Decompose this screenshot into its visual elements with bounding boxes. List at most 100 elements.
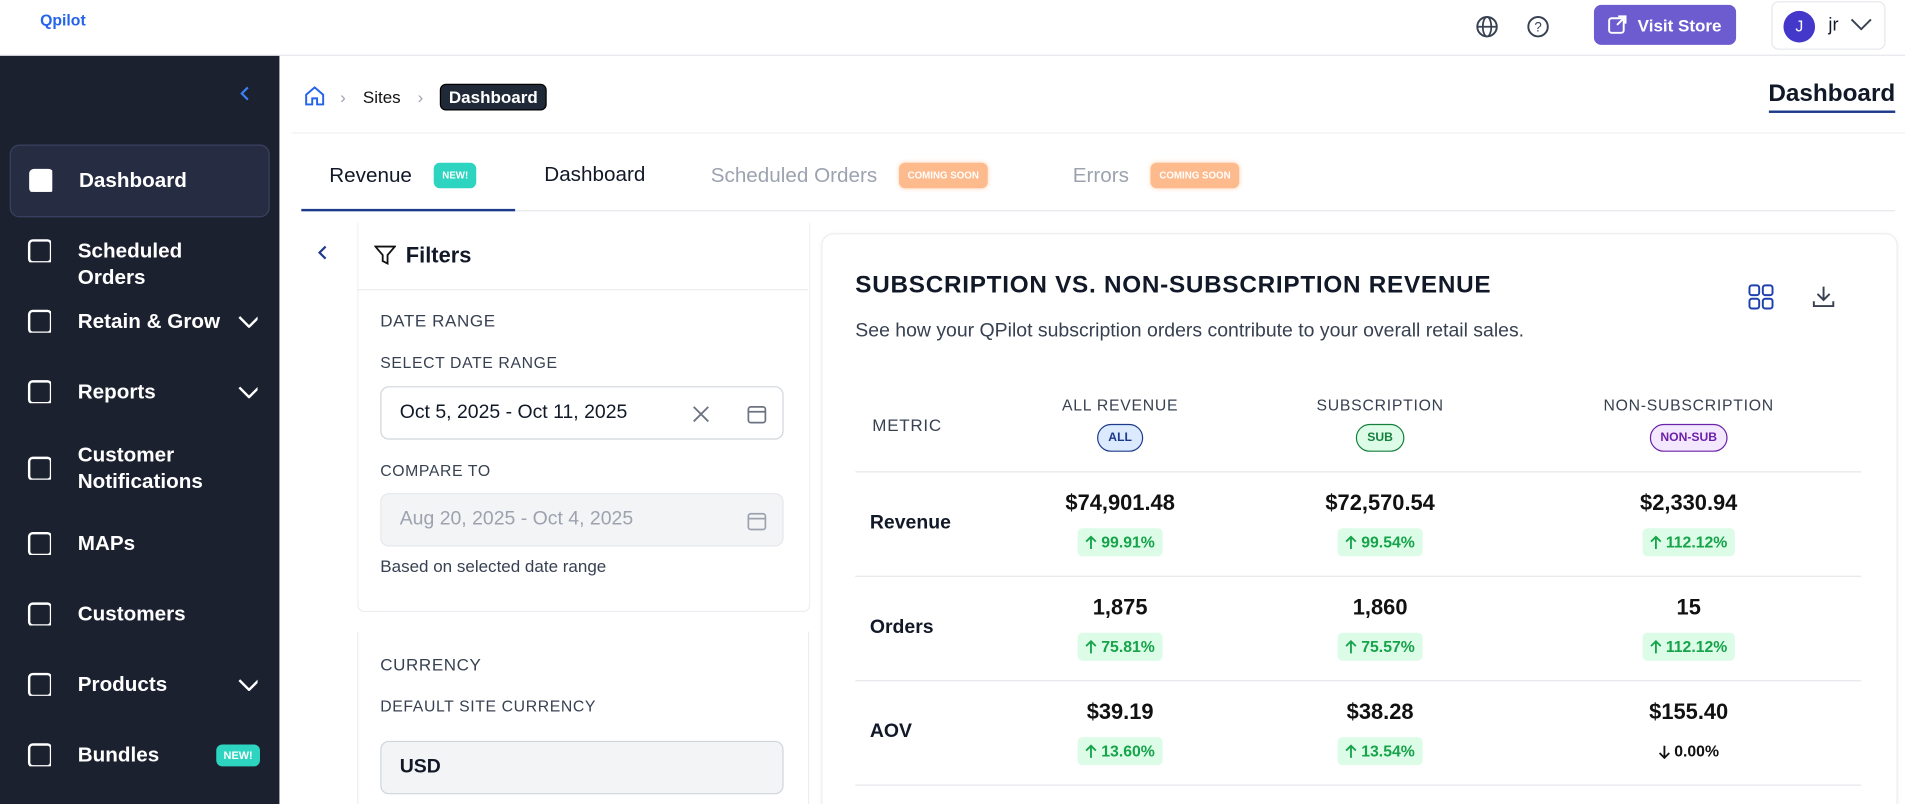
logo[interactable]: Qpilot	[40, 10, 86, 30]
arrow-shape	[1086, 639, 1098, 653]
date-range-input[interactable]: Oct 5, 2025 - Oct 11, 2025	[380, 386, 784, 440]
arrow-shape	[1650, 639, 1662, 653]
collapse-icon[interactable]	[239, 85, 251, 102]
tab[interactable]: Dashboard	[544, 163, 645, 187]
filter-icon	[374, 245, 397, 266]
crumb: Dashboard	[440, 83, 547, 111]
crumb-sep: ›	[417, 87, 424, 107]
table-cell: 1,875 75.81%	[999, 595, 1242, 661]
arrow-shape	[1346, 639, 1358, 653]
currency-heading: CURRENCY	[380, 654, 482, 675]
tab-label: Dashboard	[544, 162, 646, 186]
nav-item[interactable]: MAPs	[10, 517, 268, 570]
table-cell: $72,570.54 99.54%	[1259, 491, 1502, 557]
nav-item[interactable]: Dashboard	[9, 144, 270, 218]
nav-item[interactable]: Customers	[10, 588, 268, 641]
compare-label: COMPARE TO	[380, 461, 491, 480]
select-label: SELECT DATE RANGE	[380, 353, 558, 372]
nav-label: Scheduled Orders	[77, 239, 183, 290]
chevron-shape	[238, 679, 258, 692]
nav-label: Products	[77, 672, 168, 696]
nav-icon	[27, 743, 52, 767]
column-badge: NON-SUB	[1649, 423, 1728, 452]
arrow-icon	[1346, 639, 1358, 653]
nav-item[interactable]: Retain & Grow	[10, 295, 268, 348]
help-icon[interactable]: ?	[1525, 13, 1552, 40]
calendar-icon[interactable]	[746, 510, 768, 532]
currency-label: DEFAULT SITE CURRENCY	[380, 697, 597, 716]
cell-value: $155.40	[1649, 699, 1729, 724]
icon-shape	[27, 380, 52, 404]
icon-shape	[29, 168, 53, 192]
sidebar: Dashboard Scheduled Orders Retain & Grow Re…	[0, 55, 280, 804]
arrow-shape	[1658, 745, 1670, 759]
tab[interactable]: Revenue NEW!	[329, 162, 477, 189]
grid-view-icon[interactable]	[1747, 283, 1776, 312]
user-menu[interactable]: J jr	[1771, 1, 1886, 50]
crumb[interactable]: Sites	[362, 87, 401, 107]
change-pill: 75.81%	[1078, 632, 1163, 661]
nav-badge: NEW!	[216, 744, 260, 767]
divider	[807, 631, 810, 804]
change-value: 112.12%	[1665, 637, 1728, 656]
nav-item[interactable]: Reports	[10, 366, 268, 419]
table-cell: $38.28 13.54%	[1259, 700, 1502, 766]
filters-panel	[357, 222, 811, 613]
tab-badge: NEW!	[433, 162, 477, 189]
card-description: See how your QPilot subscription orders …	[855, 320, 1525, 342]
arrow-shape	[1346, 534, 1358, 549]
nav-item[interactable]: Scheduled Orders	[10, 225, 268, 289]
icon-shape	[27, 531, 52, 556]
date-range-value: Oct 5, 2025 - Oct 11, 2025	[399, 401, 628, 423]
chevron-shape	[238, 386, 258, 399]
nav-item[interactable]: Bundles NEW!	[10, 729, 268, 782]
globe-icon[interactable]	[1474, 13, 1501, 40]
tab: Errors COMING SOON	[1073, 162, 1240, 189]
download-icon[interactable]	[1810, 283, 1837, 310]
column-badge: ALL	[1097, 423, 1143, 452]
change-pill: 112.12%	[1642, 528, 1735, 557]
cell-value: $74,901.48	[1065, 490, 1175, 515]
arrow-shape	[1086, 534, 1098, 549]
row-metric: Revenue	[869, 512, 951, 534]
home-icon[interactable]	[304, 85, 326, 106]
nav-icon	[27, 456, 52, 480]
date-range-heading: DATE RANGE	[380, 310, 496, 331]
arrow-shape	[1650, 534, 1662, 549]
column-label: NON-SUBSCRIPTION	[1603, 395, 1774, 415]
filters-collapse[interactable]	[317, 244, 329, 261]
column-header: METRIC	[872, 415, 942, 435]
nav-icon	[27, 602, 52, 626]
divider	[291, 132, 1905, 134]
calendar-icon[interactable]	[746, 403, 768, 425]
clear-icon[interactable]	[691, 404, 710, 423]
nav-chevron	[238, 386, 258, 399]
breadcrumb: › Sites › Dashboard	[340, 83, 547, 111]
tab-underline	[301, 208, 516, 212]
cell-value: 15	[1676, 595, 1701, 620]
change-pill: 99.91%	[1078, 528, 1163, 557]
compare-note: Based on selected date range	[380, 556, 607, 576]
nav-icon	[27, 672, 52, 696]
arrow-icon	[1346, 743, 1358, 758]
revenue-card	[821, 233, 1898, 804]
visit-store-button[interactable]: Visit Store	[1593, 4, 1737, 45]
row-divider	[855, 680, 1862, 682]
nav-item[interactable]: Customer Notifications	[10, 442, 268, 495]
divider	[357, 631, 359, 804]
column-badge: SUB	[1356, 423, 1404, 452]
nav-icon	[27, 309, 52, 333]
change-value: 112.12%	[1665, 533, 1728, 552]
currency-input[interactable]: USD	[380, 740, 784, 795]
crumb-sep: ›	[340, 87, 346, 107]
column-header: NON-SUBSCRIPTION NON-SUB	[1567, 396, 1810, 452]
row-divider	[855, 471, 1862, 473]
compare-input[interactable]: Aug 20, 2025 - Oct 4, 2025	[380, 493, 784, 547]
change-pill: 0.00%	[1651, 737, 1726, 765]
nav-item[interactable]: Products	[10, 658, 268, 711]
chevron-shape	[238, 316, 258, 328]
tab-badge: COMING SOON	[1150, 162, 1240, 189]
tab-label: Revenue	[329, 163, 412, 187]
